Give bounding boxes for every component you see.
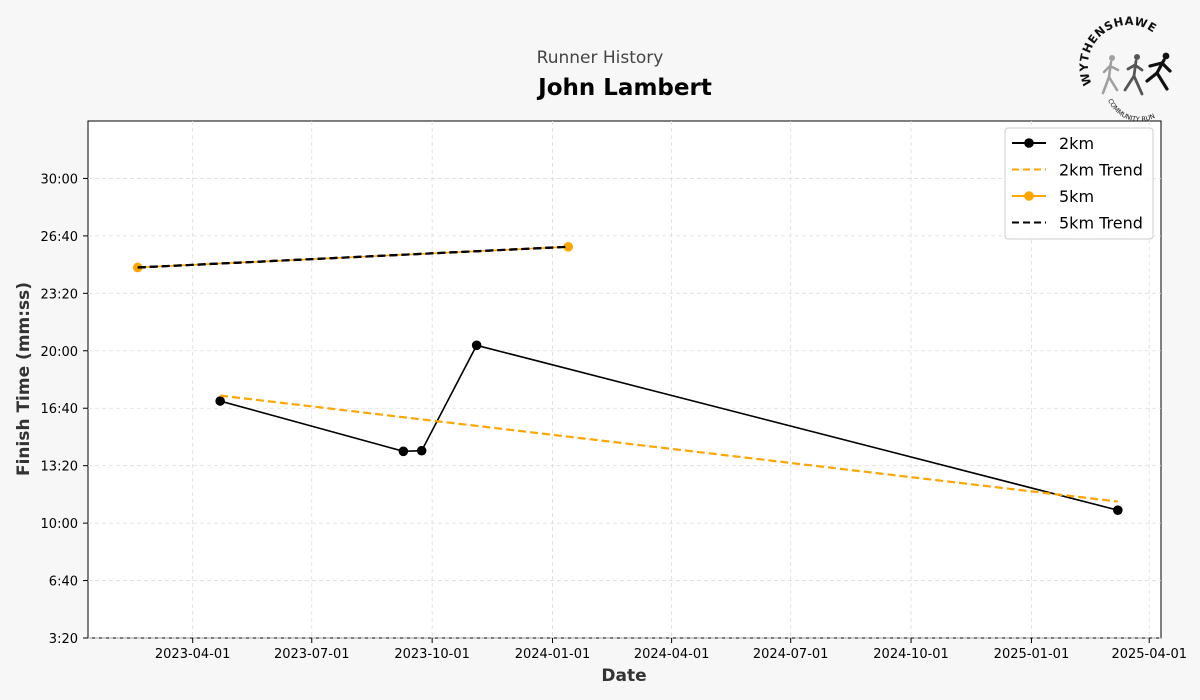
x-tick-label: 2024-04-01 — [634, 647, 710, 662]
legend-marker-2km — [1024, 138, 1034, 148]
x-tick-label: 2024-01-01 — [515, 647, 591, 662]
legend: 2km 2km Trend 5km 5km Trend — [1004, 127, 1154, 240]
series-line-5km — [137, 246, 569, 269]
y-tick-label: 3:20 — [49, 632, 78, 647]
legend-box — [1004, 127, 1154, 240]
x-axis-label: Date — [601, 666, 646, 686]
y-tick-label: 13:20 — [41, 460, 78, 475]
x-tick-label: 2023-04-01 — [155, 647, 231, 662]
y-axis-label: Finish Time (mm:ss) — [14, 282, 34, 476]
data-point-2km — [1113, 505, 1123, 515]
legend-label-2km-trend: 2km Trend — [1059, 161, 1143, 180]
legend-label-2km: 2km — [1059, 134, 1094, 153]
wythenshawe-logo: WYTHENSHAWE COMMUNITY RUN — [1077, 14, 1172, 123]
data-point-2km — [398, 446, 409, 457]
x-tick-label: 2024-07-01 — [753, 647, 829, 662]
x-tick-label: 2024-10-01 — [873, 647, 949, 662]
y-tick-label: 16:40 — [41, 402, 78, 417]
legend-label-5km-trend: 5km Trend — [1059, 214, 1143, 233]
x-tick-label: 2025-01-01 — [994, 647, 1070, 662]
logo-community-run: COMMUNITY RUN — [1106, 97, 1156, 123]
x-tick-label: 2025-04-01 — [1111, 647, 1187, 662]
series-line-2km-trend — [220, 394, 1118, 503]
data-point-2km — [215, 396, 225, 406]
y-tick-label: 26:40 — [41, 230, 78, 245]
plot-area — [87, 120, 1162, 639]
y-tick-label: 10:00 — [41, 517, 78, 532]
x-tick-label: 2023-10-01 — [394, 647, 470, 662]
runner-silhouette-light-icon — [1101, 55, 1120, 95]
y-tick-label: 30:00 — [41, 172, 78, 187]
chart-subtitle: Runner History — [537, 48, 664, 68]
data-point-2km — [471, 340, 482, 351]
legend-marker-5km — [1024, 191, 1034, 201]
logo-wordmark: WYTHENSHAWE — [1077, 14, 1160, 87]
chart-title: John Lambert — [536, 75, 712, 101]
y-tick-label: 6:40 — [49, 575, 78, 590]
runner-silhouette-mid-icon — [1123, 54, 1144, 96]
y-tick-label: 23:20 — [41, 287, 78, 302]
axis-ticks: 2023-04-01 2023-07-01 2023-10-01 2024-01-01… — [41, 172, 1187, 662]
y-tick-label: 20:00 — [41, 345, 78, 360]
runner-silhouette-dark-icon — [1145, 52, 1172, 91]
series-lines — [132, 242, 1123, 515]
data-point-2km — [416, 445, 427, 456]
x-tick-label: 2023-07-01 — [274, 647, 350, 662]
legend-label-5km: 5km — [1059, 187, 1094, 206]
